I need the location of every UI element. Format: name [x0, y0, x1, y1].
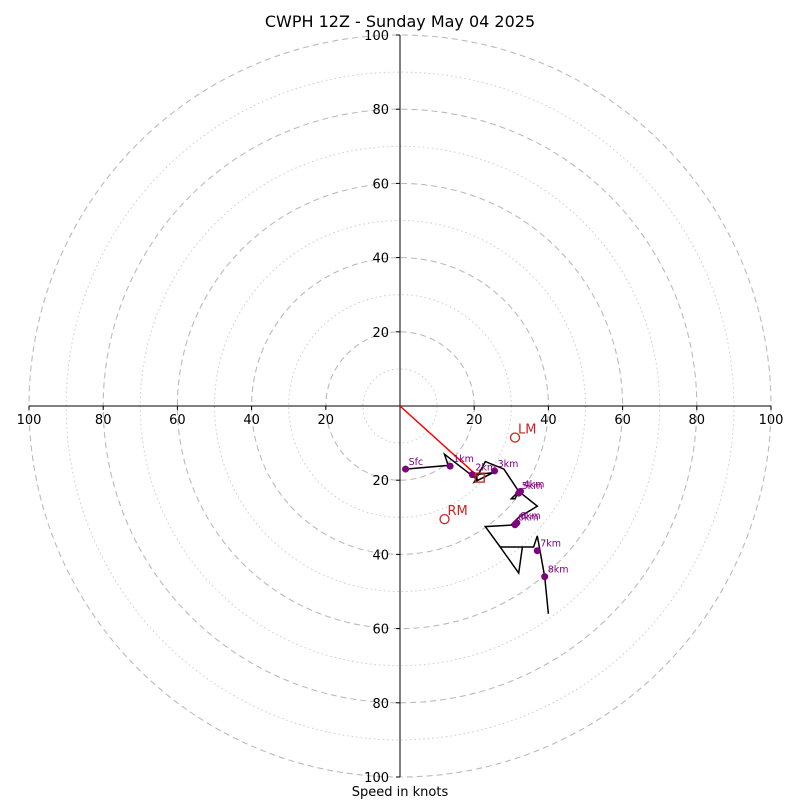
y-tick-label: 20	[372, 474, 389, 489]
level-label: Sfc	[409, 457, 424, 468]
level-label: 7km	[540, 539, 561, 550]
x-tick-label: 60	[614, 413, 631, 428]
level-label: 6km	[520, 511, 541, 522]
y-tick-label: 40	[372, 252, 389, 267]
level-label: 1km	[453, 454, 474, 465]
y-tick-label: 20	[372, 326, 389, 341]
level-label: 5km	[522, 481, 543, 492]
storm-motions: LM RM	[439, 423, 536, 525]
bulk-shear-line	[399, 405, 479, 478]
level-marker	[511, 521, 519, 529]
level-label: 3km	[498, 459, 519, 470]
x-axis-label: Speed in knots	[352, 785, 449, 800]
level-label: 4km	[524, 479, 545, 490]
level-marker	[446, 462, 454, 470]
hodograph-trace	[405, 452, 550, 614]
level-label: 8km	[548, 565, 569, 576]
tick-labels: 100 100 80 80 60 60 40 40 20 20 20 20 40 40 60 60 80 80 10…	[17, 29, 784, 786]
wind-profile-line	[405, 452, 550, 614]
x-tick-label: 100	[17, 413, 42, 428]
y-tick-label: 60	[372, 177, 389, 192]
level-label: 2km	[475, 463, 496, 474]
lm-label: LM	[518, 423, 536, 438]
x-tick-label: 20	[318, 413, 335, 428]
x-tick-label: 20	[466, 413, 483, 428]
x-tick-label: 80	[95, 413, 112, 428]
x-tick-label: 40	[243, 413, 260, 428]
y-tick-label: 100	[364, 29, 389, 44]
x-tick-label: 60	[169, 413, 186, 428]
x-tick-label: 40	[540, 413, 557, 428]
rm-label: RM	[448, 504, 468, 519]
y-tick-label: 60	[372, 623, 389, 638]
y-tick-label: 100	[364, 771, 389, 786]
lm-marker	[509, 432, 521, 443]
shear-vector	[399, 405, 479, 478]
chart-title: CWPH 12Z - Sunday May 04 2025	[265, 12, 535, 31]
x-tick-label: 80	[689, 413, 706, 428]
y-tick-label: 80	[372, 697, 389, 712]
mean-wind-marker	[474, 472, 485, 483]
level-marker	[491, 467, 499, 475]
level-marker	[541, 573, 549, 581]
level-label: 6km	[518, 513, 539, 524]
y-tick-label: 80	[372, 103, 389, 118]
level-marker	[515, 489, 523, 497]
rm-marker	[439, 514, 450, 525]
x-tick-label: 100	[759, 413, 784, 428]
y-tick-label: 40	[372, 548, 389, 563]
level-marker	[468, 471, 476, 479]
level-marker	[533, 547, 541, 555]
level-marker	[402, 465, 410, 473]
